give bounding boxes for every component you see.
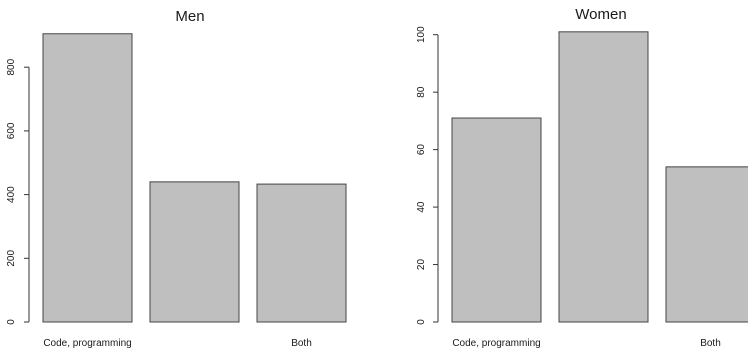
category-label-women-3: Both	[700, 338, 721, 349]
y-tick-label-women-80: 80	[416, 86, 427, 98]
y-tick-label-women-60: 60	[416, 144, 427, 156]
chart-title-women: Women	[575, 6, 626, 23]
y-tick-label-men-600: 600	[6, 122, 17, 139]
category-label-men-1: Code, programming	[43, 338, 131, 349]
panel-women: Women 0 20 40 60 80 100 Code, programming Both	[416, 6, 748, 349]
bar-women-3	[665, 166, 748, 323]
y-tick-label-women-20: 20	[416, 259, 427, 271]
bar-men-1	[42, 33, 133, 323]
y-tick-label-men-200: 200	[6, 250, 17, 267]
y-tick-label-men-400: 400	[6, 186, 17, 203]
category-label-women-1: Code, programming	[452, 338, 540, 349]
bar-men-2	[149, 181, 240, 323]
bar-women-2	[558, 31, 649, 323]
bar-women-1	[451, 117, 542, 323]
panel-men: Men 0 200 400 600 800 Code, programming Both	[6, 8, 347, 349]
y-tick-label-men-800: 800	[6, 58, 17, 75]
category-label-men-3: Both	[291, 338, 312, 349]
y-tick-label-women-40: 40	[416, 201, 427, 213]
bar-men-3	[256, 183, 347, 323]
y-tick-label-women-0: 0	[416, 319, 427, 325]
chart-title-men: Men	[175, 8, 204, 25]
y-tick-label-women-100: 100	[416, 26, 427, 43]
y-tick-label-men-0: 0	[6, 319, 17, 325]
